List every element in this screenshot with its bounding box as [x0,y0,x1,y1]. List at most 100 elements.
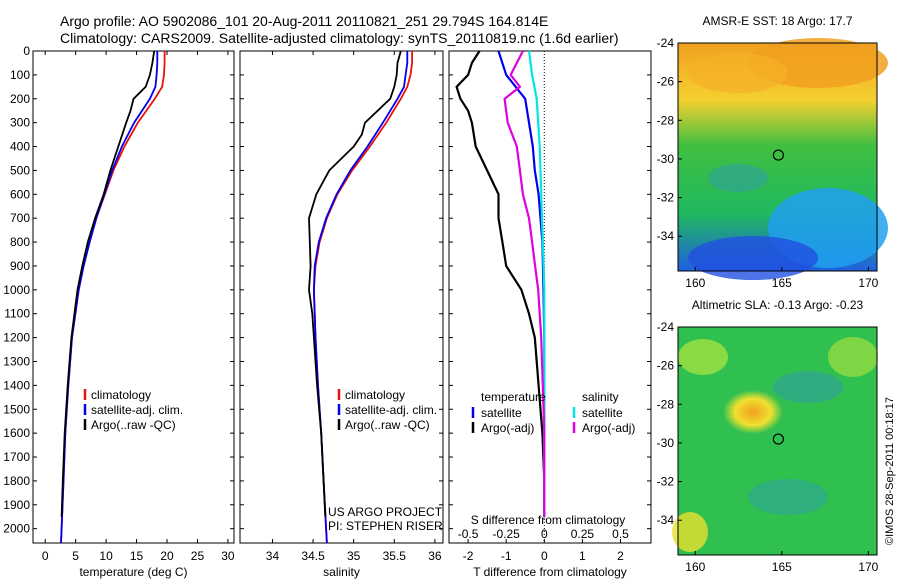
difference-panel: -2 -1 0 1 2 -0.5 -0.25 0 0.25 0.5S difference fro… [448,50,652,579]
x-tick-label: 170 [858,276,878,290]
y-tick-label: 1100 [4,307,30,321]
legend-label: satellite-adj. clim. [91,403,183,417]
map-frame [677,326,878,556]
y-tick-label: 300 [10,116,30,130]
series-line-salinity-argo-adj- [503,50,546,517]
y-tick-label: 1600 [3,426,30,440]
sst-map-panel: AMSR-E SST: 18 Argo: 17.7 -24 -26 -28 -30 -32… [657,14,888,290]
x2-axis-label: S difference from climatology [471,513,626,527]
legend-label: Argo(-adj) [481,421,534,435]
x-axis-label: temperature (deg C) [79,565,187,579]
temperature-panel: 0100200300400500600700800900100011001200… [3,44,235,579]
x-tick-label: 20 [160,549,174,563]
legend-label: Argo(..raw -QC) [91,418,176,432]
x2-tick-label: 0.25 [571,527,595,541]
y-tick-label: 100 [10,68,30,82]
profile-title: Argo profile: AO 5902086_101 20-Aug-2011… [60,13,549,29]
y-tick-label: -34 [657,513,675,527]
cold-patch [688,236,818,280]
x-tick-label: 34.5 [301,549,325,563]
x-tick-label: 25 [191,549,205,563]
x2-tick-label: -0.5 [458,527,479,541]
pi-annotation: PI: STEPHEN RISER [328,519,443,533]
y-tick-label: 900 [10,259,30,273]
y-tick-label: -26 [657,359,675,373]
y-tick-label: 0 [23,44,30,58]
y-tick-label: -28 [657,113,675,127]
x-tick-label: 165 [772,560,792,574]
series-line-temperature-argo-adj- [455,50,546,517]
x-axis-label: T difference from climatology [473,565,627,579]
warm-patch [688,53,788,93]
y-tick-label: 500 [10,163,30,177]
climatology-subtitle: Climatology: CARS2009. Satellite-adjuste… [60,30,619,46]
y-tick-label: -34 [657,229,675,243]
x-tick-label: 34 [266,549,280,563]
y-tick-label: 800 [10,235,30,249]
mid-sla-patch [828,337,878,377]
mid-sla-patch [678,339,728,375]
legend-heading: temperature [481,390,546,404]
x2-tick-label: 0.5 [612,527,629,541]
series-line-climatology [312,51,413,544]
y-tick-label: -32 [657,191,675,205]
y-tick-label: 1200 [3,331,30,345]
series-line-satellite-adj-clim- [312,51,409,544]
plot-frame [32,50,235,544]
x-tick-label: 30 [221,549,235,563]
y-tick-label: 1700 [3,450,30,464]
plot-frame [448,50,652,544]
y-tick-label: 200 [10,92,30,106]
legend-label: Argo(-adj) [582,421,635,435]
x-tick-label: 2 [617,549,624,563]
y-tick-label: 400 [10,140,30,154]
x-tick-label: 1 [579,549,586,563]
x-tick-label: 170 [858,560,878,574]
x-tick-label: 160 [685,560,705,574]
legend-label: satellite [481,406,522,420]
x-tick-label: 10 [99,549,113,563]
x-tick-label: 36 [428,549,442,563]
imos-credit: ©IMOS 28-Sep-2011 00:18:17 [884,397,896,545]
salinity-panel: 34 34.5 35 35.5 36 salinity climatologysatelli… [239,50,444,579]
x-tick-label: 0 [541,549,548,563]
x-axis-label: salinity [323,565,360,579]
y-tick-label: -24 [657,36,675,50]
map-title: Altimetric SLA: -0.13 Argo: -0.23 [692,298,864,312]
y-tick-label: 1500 [3,402,30,416]
y-tick-label: 700 [10,211,30,225]
legend-label: climatology [91,388,151,402]
series-line-argo-raw-qc- [308,50,402,517]
project-annotation: US ARGO PROJECT [328,505,443,519]
high-sla-patch [723,390,783,434]
argo-location-marker [772,433,784,445]
y-tick-label: 1400 [3,378,30,392]
map-title: AMSR-E SST: 18 Argo: 17.7 [702,14,852,28]
plot-frame [239,50,444,544]
y-tick-label: 1000 [3,283,30,297]
series-line-satellite-adj-clim- [60,51,159,544]
x2-tick-label: -0.25 [492,527,520,541]
legend-label: satellite [582,406,623,420]
x-tick-label: -1 [501,549,512,563]
y-tick-label: -30 [657,436,675,450]
y-tick-label: -30 [657,152,675,166]
cool-patch [708,164,768,192]
y-tick-label: -32 [657,475,675,489]
legend-label: climatology [345,388,405,402]
y-tick-label: 1900 [3,498,30,512]
x-tick-label: 165 [772,276,792,290]
low-sla-patch [773,371,843,403]
x-tick-label: -2 [463,549,474,563]
y-tick-label: -28 [657,397,675,411]
legend-label: satellite-adj. clim. [345,403,437,417]
x-tick-label: 160 [685,276,705,290]
series-line-argo-raw-qc- [60,50,156,517]
sla-map-panel: Altimetric SLA: -0.13 Argo: -0.23 -24 -26 -… [657,298,879,574]
x-tick-label: 15 [130,549,144,563]
x-tick-label: 35.5 [383,549,407,563]
y-tick-label: 2000 [3,522,30,536]
mid-sla-patch [672,512,708,552]
x-tick-label: 35 [347,549,361,563]
